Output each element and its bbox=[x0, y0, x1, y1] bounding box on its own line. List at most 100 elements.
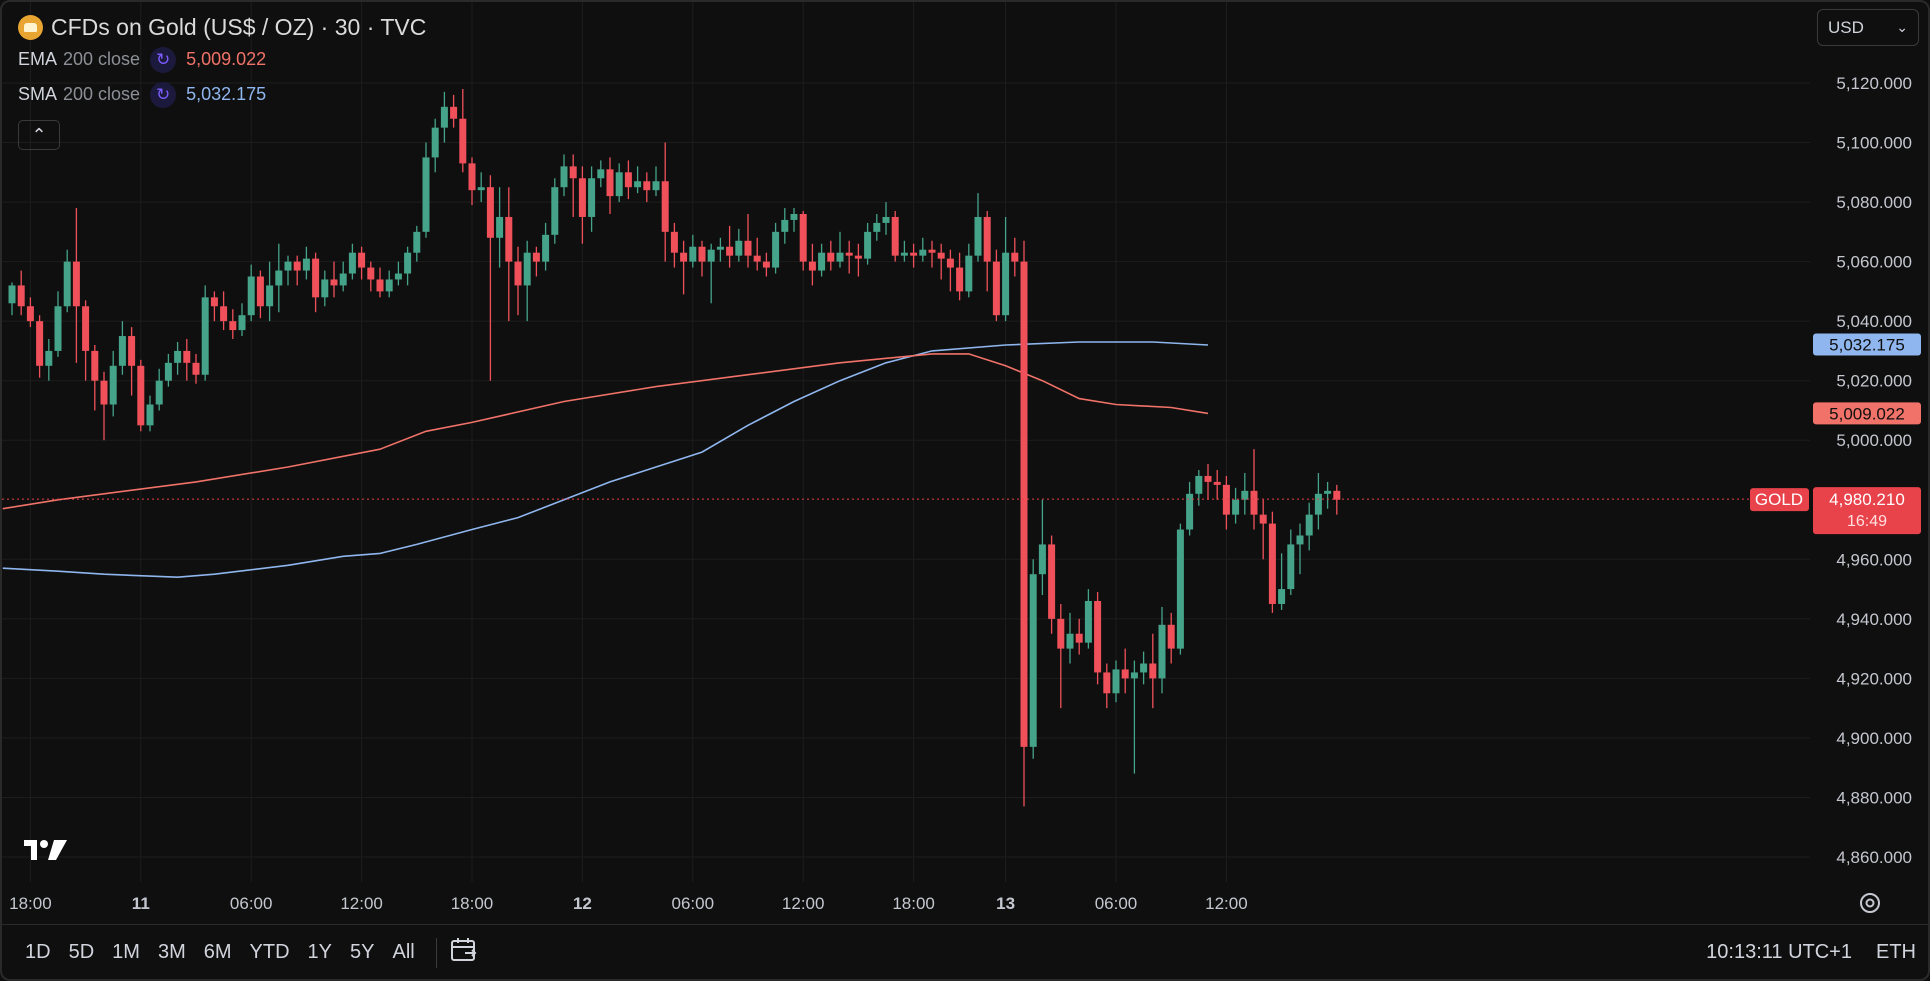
candle-body bbox=[1250, 490, 1258, 515]
candle-body bbox=[1213, 481, 1221, 485]
candle-body bbox=[275, 270, 283, 286]
range-1m[interactable]: 1M bbox=[112, 941, 140, 963]
candle-body bbox=[505, 216, 513, 262]
candle-body bbox=[192, 362, 200, 375]
candle-body bbox=[422, 157, 430, 232]
candle-body bbox=[680, 252, 688, 262]
candle-body bbox=[551, 187, 559, 235]
range-1d[interactable]: 1D bbox=[25, 941, 51, 963]
sma-200-line bbox=[2, 341, 1209, 579]
candle-body bbox=[183, 350, 191, 363]
candle-body bbox=[1094, 600, 1102, 673]
candle-body bbox=[1268, 523, 1276, 604]
symbol-title-row[interactable]: CFDs on Gold (US$ / OZ) · 30 · TVC bbox=[18, 12, 426, 42]
candle-body bbox=[238, 315, 246, 331]
candle-body bbox=[348, 252, 356, 274]
price-chart[interactable]: 5,120.000 5,100.000 5,080.000 5,060.000 5,04… bbox=[2, 2, 1928, 924]
last-price-label: 4,980.210 bbox=[1829, 490, 1905, 509]
candle-body bbox=[1002, 252, 1010, 316]
range-6m[interactable]: 6M bbox=[203, 941, 232, 963]
range-5d[interactable]: 5D bbox=[68, 941, 95, 963]
last-price-label-bg bbox=[1813, 487, 1921, 535]
candle-body bbox=[8, 285, 16, 304]
toolbar-divider bbox=[435, 937, 437, 968]
candle-body bbox=[523, 252, 531, 286]
candle-body bbox=[790, 213, 798, 220]
candle-body bbox=[155, 380, 163, 405]
session-label[interactable]: ETH bbox=[1876, 941, 1916, 963]
candle-body bbox=[1241, 490, 1249, 500]
candle-body bbox=[1195, 475, 1203, 494]
gear-icon[interactable] bbox=[1860, 893, 1880, 913]
currency-select[interactable]: USD ⌄ bbox=[1817, 9, 1919, 46]
candle-body bbox=[882, 216, 890, 223]
candle-body bbox=[1222, 484, 1230, 515]
sma-indicator-row[interactable]: SMA 200 close ↻ 5,032.175 bbox=[18, 77, 426, 112]
candle-body bbox=[928, 249, 936, 253]
y-tick-label: 4,880.000 bbox=[1836, 788, 1912, 807]
x-tick-label: 18:00 bbox=[9, 894, 52, 913]
range-selector: 1D 5D 1M 3M 6M YTD 1Y 5Y All bbox=[16, 925, 479, 979]
sma-params: 200 close bbox=[63, 84, 141, 104]
y-tick-label: 4,860.000 bbox=[1836, 848, 1912, 867]
sync-icon[interactable]: ↻ bbox=[150, 46, 177, 73]
candle-body bbox=[63, 261, 71, 307]
y-tick-label: 4,960.000 bbox=[1836, 550, 1912, 569]
candle-body bbox=[1084, 600, 1092, 643]
candle-body bbox=[726, 246, 734, 256]
range-ytd[interactable]: YTD bbox=[249, 941, 290, 963]
candle-body bbox=[854, 255, 862, 259]
ema-indicator-row[interactable]: EMA 200 close ↻ 5,009.022 bbox=[18, 42, 426, 77]
ema-name: EMA bbox=[18, 49, 58, 69]
candle-body bbox=[54, 306, 62, 351]
candle-body bbox=[1167, 624, 1175, 649]
ema-axis-label: 5,009.022 bbox=[1829, 404, 1905, 423]
range-5y[interactable]: 5Y bbox=[350, 941, 375, 963]
candle-body bbox=[578, 178, 586, 217]
symbol-badge: GOLD bbox=[1755, 490, 1803, 509]
candle-body bbox=[247, 276, 255, 316]
tradingview-logo[interactable] bbox=[24, 840, 67, 860]
candle-body bbox=[937, 252, 945, 259]
candle-body bbox=[560, 166, 568, 188]
range-1y[interactable]: 1Y bbox=[307, 941, 333, 963]
x-tick-label: 12 bbox=[573, 894, 592, 913]
currency-value: USD bbox=[1828, 17, 1864, 37]
candle-body bbox=[661, 181, 669, 232]
range-all[interactable]: All bbox=[392, 941, 415, 963]
candle-body bbox=[919, 249, 927, 256]
candle-body bbox=[404, 252, 412, 274]
date-range-calendar-icon[interactable] bbox=[449, 936, 479, 969]
candle-body bbox=[229, 321, 237, 331]
sma-axis-label-bg bbox=[1813, 333, 1921, 356]
chevron-down-icon: ⌄ bbox=[1896, 19, 1908, 35]
candle-body bbox=[220, 306, 228, 322]
candle-body bbox=[118, 336, 126, 366]
y-tick-label: 5,020.000 bbox=[1836, 372, 1912, 391]
bar-countdown: 16:49 bbox=[1847, 513, 1887, 530]
candle-body bbox=[744, 240, 752, 256]
x-tick-label: 13 bbox=[996, 894, 1015, 913]
range-3m[interactable]: 3M bbox=[157, 941, 186, 963]
y-tick-label: 4,920.000 bbox=[1836, 669, 1912, 688]
candle-body bbox=[413, 231, 421, 253]
candle-body bbox=[256, 276, 264, 307]
candle-body bbox=[1130, 672, 1138, 679]
candle-body bbox=[468, 163, 476, 191]
candle-body bbox=[1305, 514, 1313, 536]
collapse-legend-button[interactable]: ⌃ bbox=[18, 120, 60, 150]
y-tick-label: 5,040.000 bbox=[1836, 312, 1912, 331]
ema-params: 200 close bbox=[63, 49, 141, 69]
chart-legend: CFDs on Gold (US$ / OZ) · 30 · TVC EMA 2… bbox=[18, 12, 426, 112]
symbol-title: CFDs on Gold (US$ / OZ) · 30 · TVC bbox=[51, 13, 427, 40]
candle-body bbox=[1112, 669, 1120, 694]
candle-body bbox=[891, 216, 899, 256]
sync-icon[interactable]: ↻ bbox=[150, 81, 177, 108]
candle-body bbox=[707, 249, 715, 262]
candle-body bbox=[486, 187, 494, 238]
candle-body bbox=[137, 365, 145, 426]
candle-body bbox=[588, 178, 596, 217]
clock-time[interactable]: 10:13:11 UTC+1 bbox=[1706, 941, 1852, 963]
candle-body bbox=[496, 216, 504, 238]
x-tick-label: 06:00 bbox=[672, 894, 715, 913]
